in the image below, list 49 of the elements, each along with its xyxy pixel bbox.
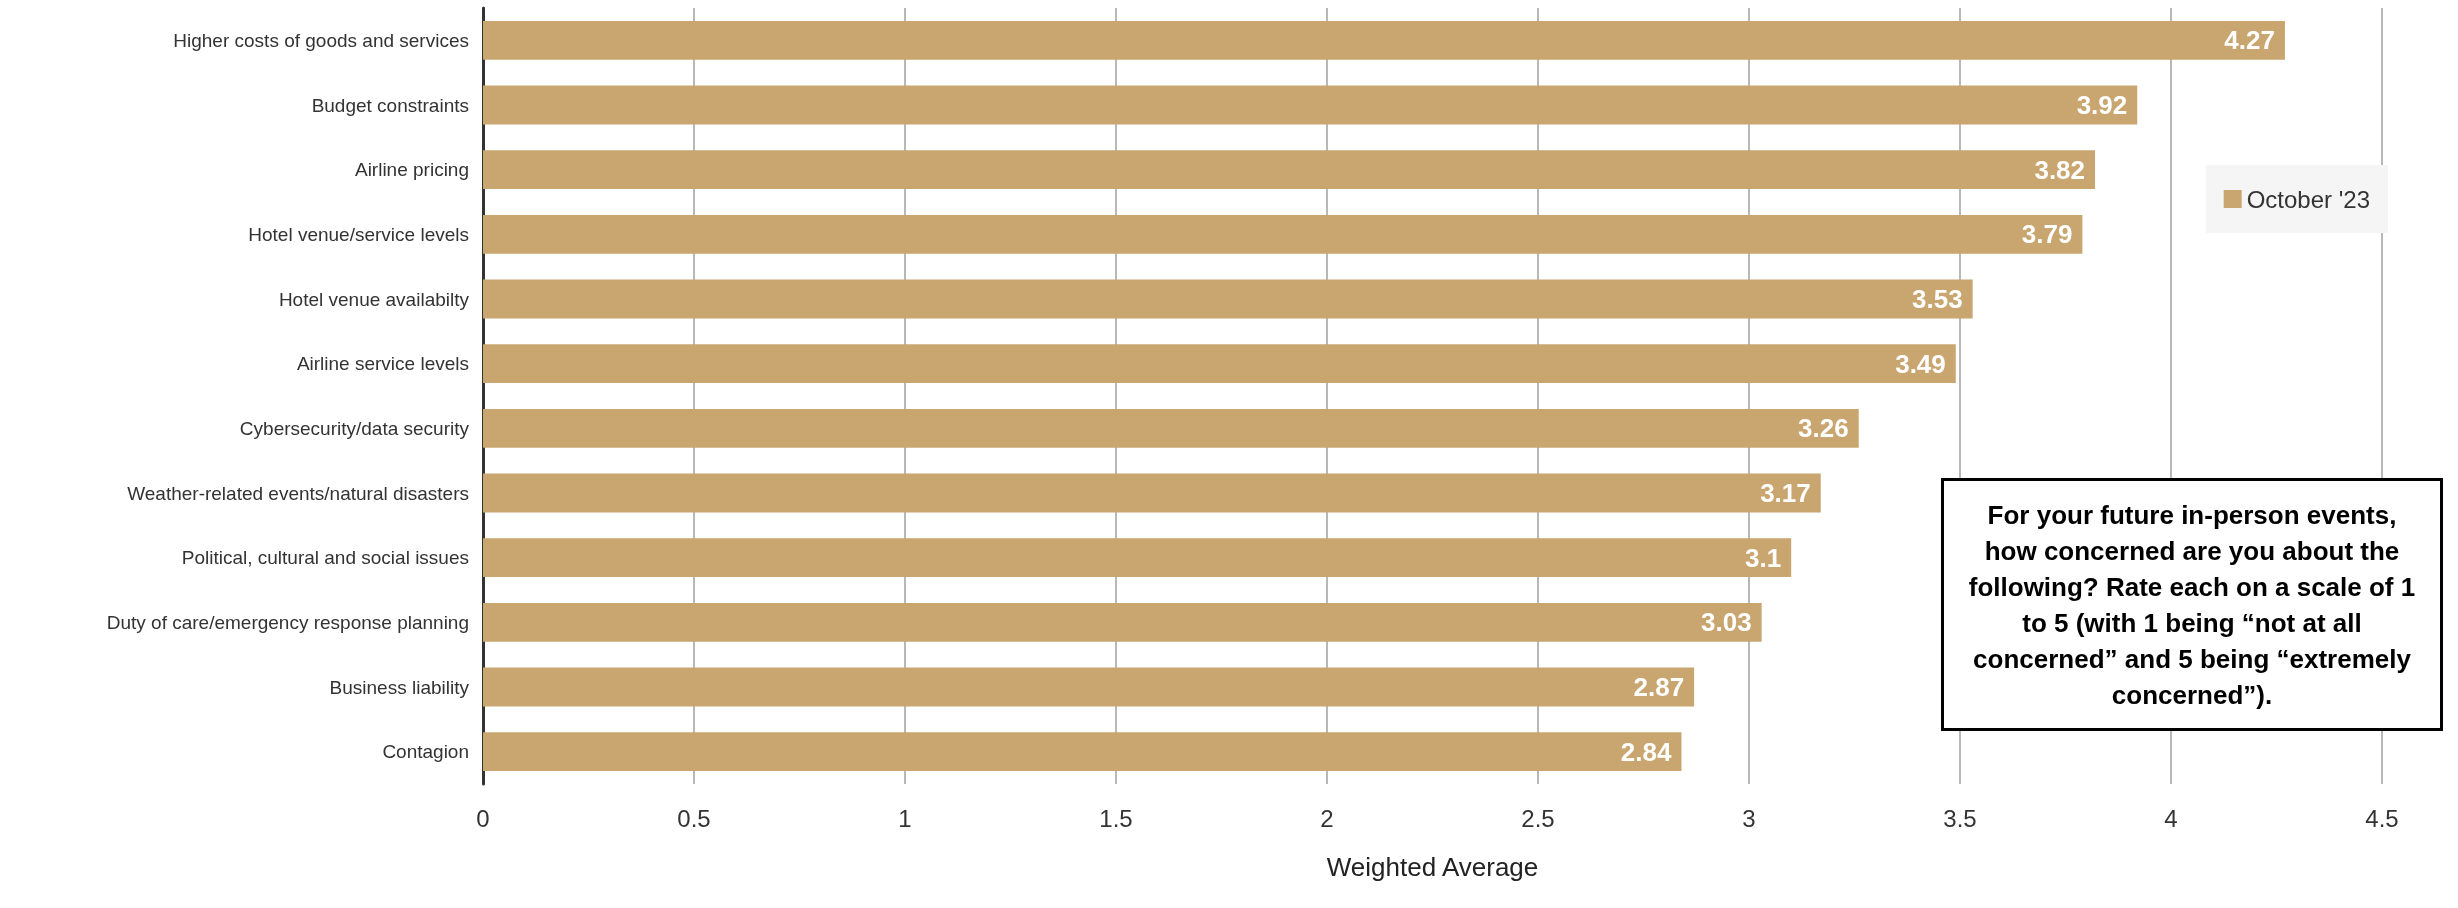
y-tick-label: Business liability xyxy=(329,676,470,698)
bar xyxy=(483,538,1792,578)
data-label: 3.92 xyxy=(2076,90,2128,120)
bar xyxy=(483,85,2138,125)
x-tick-label: 0 xyxy=(476,804,490,832)
legend-label: October '23 xyxy=(2246,185,2371,213)
bar xyxy=(483,150,2096,190)
bar xyxy=(483,344,1956,384)
data-label: 3.53 xyxy=(1912,284,1963,314)
x-tick-label: 3 xyxy=(1742,804,1756,832)
data-label: 3.49 xyxy=(1895,348,1946,379)
y-tick-label: Budget constraints xyxy=(311,94,469,116)
y-tick-label: Airline pricing xyxy=(354,159,469,181)
data-label: 3.17 xyxy=(1760,478,1811,508)
y-tick-label: Higher costs of goods and services xyxy=(173,29,469,51)
y-tick-label: Political, cultural and social issues xyxy=(181,547,469,569)
x-tick-label: 3.5 xyxy=(1943,804,1977,832)
data-label: 3.82 xyxy=(2034,154,2086,185)
data-label: 2.84 xyxy=(1620,736,1673,767)
x-tick-label: 4.5 xyxy=(2365,804,2399,832)
x-tick-label: 2 xyxy=(1320,804,1334,832)
x-tick-label: 0.5 xyxy=(677,804,711,832)
bar xyxy=(483,732,1682,772)
x-tick-label: 2.5 xyxy=(1521,804,1555,832)
data-label: 3.1 xyxy=(1745,542,1782,573)
data-label: 3.79 xyxy=(2021,219,2073,250)
data-label: 2.87 xyxy=(1633,672,1685,702)
annotation: For your future in-person events, how concerned are you about the following? Rate each on a scale of 1 to 5 (with 1 being “not at all concerned” and 5 being “extremely concerned”). xyxy=(1967,498,2417,712)
x-axis-title: Weighted Average xyxy=(1326,852,1539,882)
data-label: 4.27 xyxy=(2224,25,2275,56)
y-tick-label: Hotel venue availabilty xyxy=(278,288,470,310)
y-tick-label: Weather-related events/natural disasters xyxy=(127,482,469,504)
y-tick-label: Cybersecurity/data security xyxy=(239,417,470,439)
data-label: 3.26 xyxy=(1798,413,1849,444)
y-tick-label: Hotel venue/service levels xyxy=(248,223,469,245)
bar xyxy=(483,667,1695,707)
x-tick-label: 1 xyxy=(898,804,912,832)
data-label: 3.03 xyxy=(1701,607,1752,638)
x-tick-label: 4 xyxy=(2164,804,2178,832)
bar xyxy=(483,279,1973,319)
bar xyxy=(483,214,2083,254)
bar xyxy=(483,408,1859,448)
x-tick-label: 1.5 xyxy=(1099,804,1133,832)
bar xyxy=(483,473,1821,513)
bar xyxy=(483,20,2285,60)
y-tick-label: Duty of care/emergency response planning xyxy=(106,611,469,633)
y-tick-label: Contagion xyxy=(382,741,469,763)
bar xyxy=(483,602,1762,642)
y-tick-label: Airline service levels xyxy=(296,353,469,375)
